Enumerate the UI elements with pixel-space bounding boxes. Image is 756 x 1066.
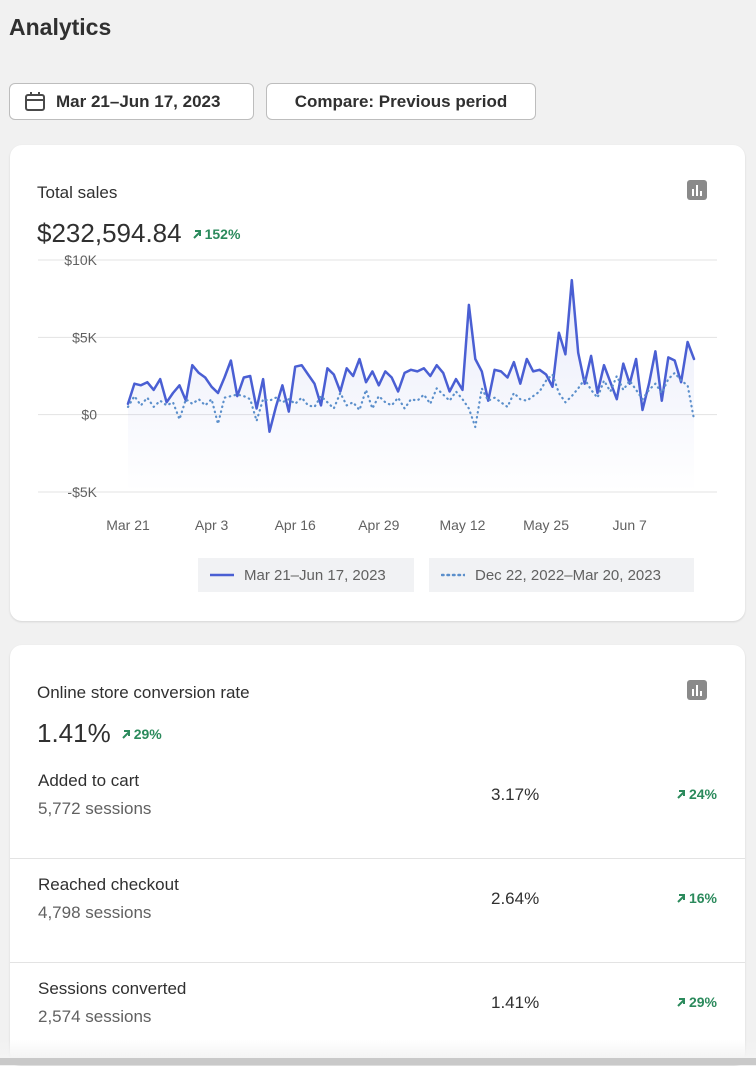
compare-button[interactable]: Compare: Previous period	[266, 83, 536, 120]
sales-total-row: $232,594.84 152%	[37, 218, 240, 249]
chart-icon[interactable]	[687, 680, 707, 700]
row-change: 16%	[676, 890, 717, 906]
funnel-row: Added to cart 5,772 sessions 3.17% 24%	[10, 755, 745, 858]
row-change: 24%	[676, 786, 717, 802]
date-range-text: Mar 21–Jun 17, 2023	[56, 91, 221, 111]
date-range-button[interactable]: Mar 21–Jun 17, 2023	[9, 83, 254, 120]
y-tick-label: -$5K	[67, 484, 97, 500]
conversion-card	[10, 645, 745, 1065]
row-change-text: 24%	[688, 786, 717, 802]
compare-text: Compare: Previous period	[294, 91, 508, 111]
page-title: Analytics	[9, 14, 112, 40]
row-label: Added to cart	[38, 771, 140, 790]
y-tick-label: $5K	[72, 329, 98, 345]
row-rate: 2.64%	[491, 889, 540, 908]
legend-dotted-swatch	[441, 573, 465, 577]
chart-icon[interactable]	[687, 180, 707, 200]
up-arrow	[677, 998, 685, 1007]
legend-item[interactable]: Dec 22, 2022–Mar 20, 2023	[429, 558, 694, 592]
funnel-row: Sessions converted 2,574 sessions 1.41% 29%	[10, 963, 745, 1066]
conversion-title: Online store conversion rate	[37, 683, 250, 702]
up-arrow	[122, 729, 130, 739]
sales-change: 152%	[192, 225, 241, 242]
funnel-row: Reached checkout 4,798 sessions 2.64% 16%	[10, 859, 745, 962]
x-tick-label: Mar 21	[106, 517, 150, 533]
up-arrow	[677, 790, 685, 799]
x-tick-label: Apr 3	[195, 517, 229, 533]
row-sessions: 5,772 sessions	[38, 799, 152, 818]
row-change-text: 29%	[688, 994, 717, 1010]
conversion-rate: 1.41%	[37, 718, 111, 748]
legend-label: Mar 21–Jun 17, 2023	[244, 566, 386, 584]
row-label: Reached checkout	[38, 875, 179, 894]
row-rate: 3.17%	[491, 785, 540, 804]
row-change: 29%	[676, 994, 717, 1010]
series-area	[128, 280, 694, 492]
legend-item[interactable]: Mar 21–Jun 17, 2023	[198, 558, 414, 592]
x-tick-label: Apr 16	[275, 517, 316, 533]
x-tick-label: Apr 29	[358, 517, 399, 533]
legend-label: Dec 22, 2022–Mar 20, 2023	[475, 566, 661, 584]
row-label: Sessions converted	[38, 979, 187, 998]
fade	[0, 1040, 756, 1058]
y-tick-label: $10K	[64, 252, 97, 268]
sales-chart: -$5K $0 $5K $10K Mar 21 Apr 3 Apr 16 Apr 29 May …	[38, 252, 717, 533]
bottom-bar	[0, 1058, 756, 1065]
x-tick-label: Jun 7	[613, 517, 647, 533]
sales-total: $232,594.84	[37, 218, 182, 248]
row-separator	[10, 858, 745, 859]
row-change-text: 16%	[688, 890, 717, 906]
x-tick-label: May 25	[523, 517, 569, 533]
conversion-change: 29%	[121, 726, 162, 742]
sales-change-text: 152%	[204, 225, 241, 242]
conversion-change-text: 29%	[133, 725, 162, 742]
x-tick-label: May 12	[439, 517, 485, 533]
calendar-icon	[25, 91, 45, 111]
legend-solid-swatch	[210, 573, 234, 577]
series-line	[126, 371, 696, 429]
row-sessions: 2,574 sessions	[38, 1007, 152, 1026]
row-separator	[10, 962, 745, 963]
series-line	[126, 278, 696, 433]
up-arrow	[192, 229, 201, 239]
row-sessions: 4,798 sessions	[38, 903, 152, 922]
y-tick-label: $0	[81, 407, 97, 423]
row-rate: 1.41%	[491, 993, 540, 1012]
sales-title: Total sales	[37, 183, 118, 202]
conversion-rate-row: 1.41% 29%	[37, 718, 162, 749]
up-arrow	[677, 894, 685, 903]
